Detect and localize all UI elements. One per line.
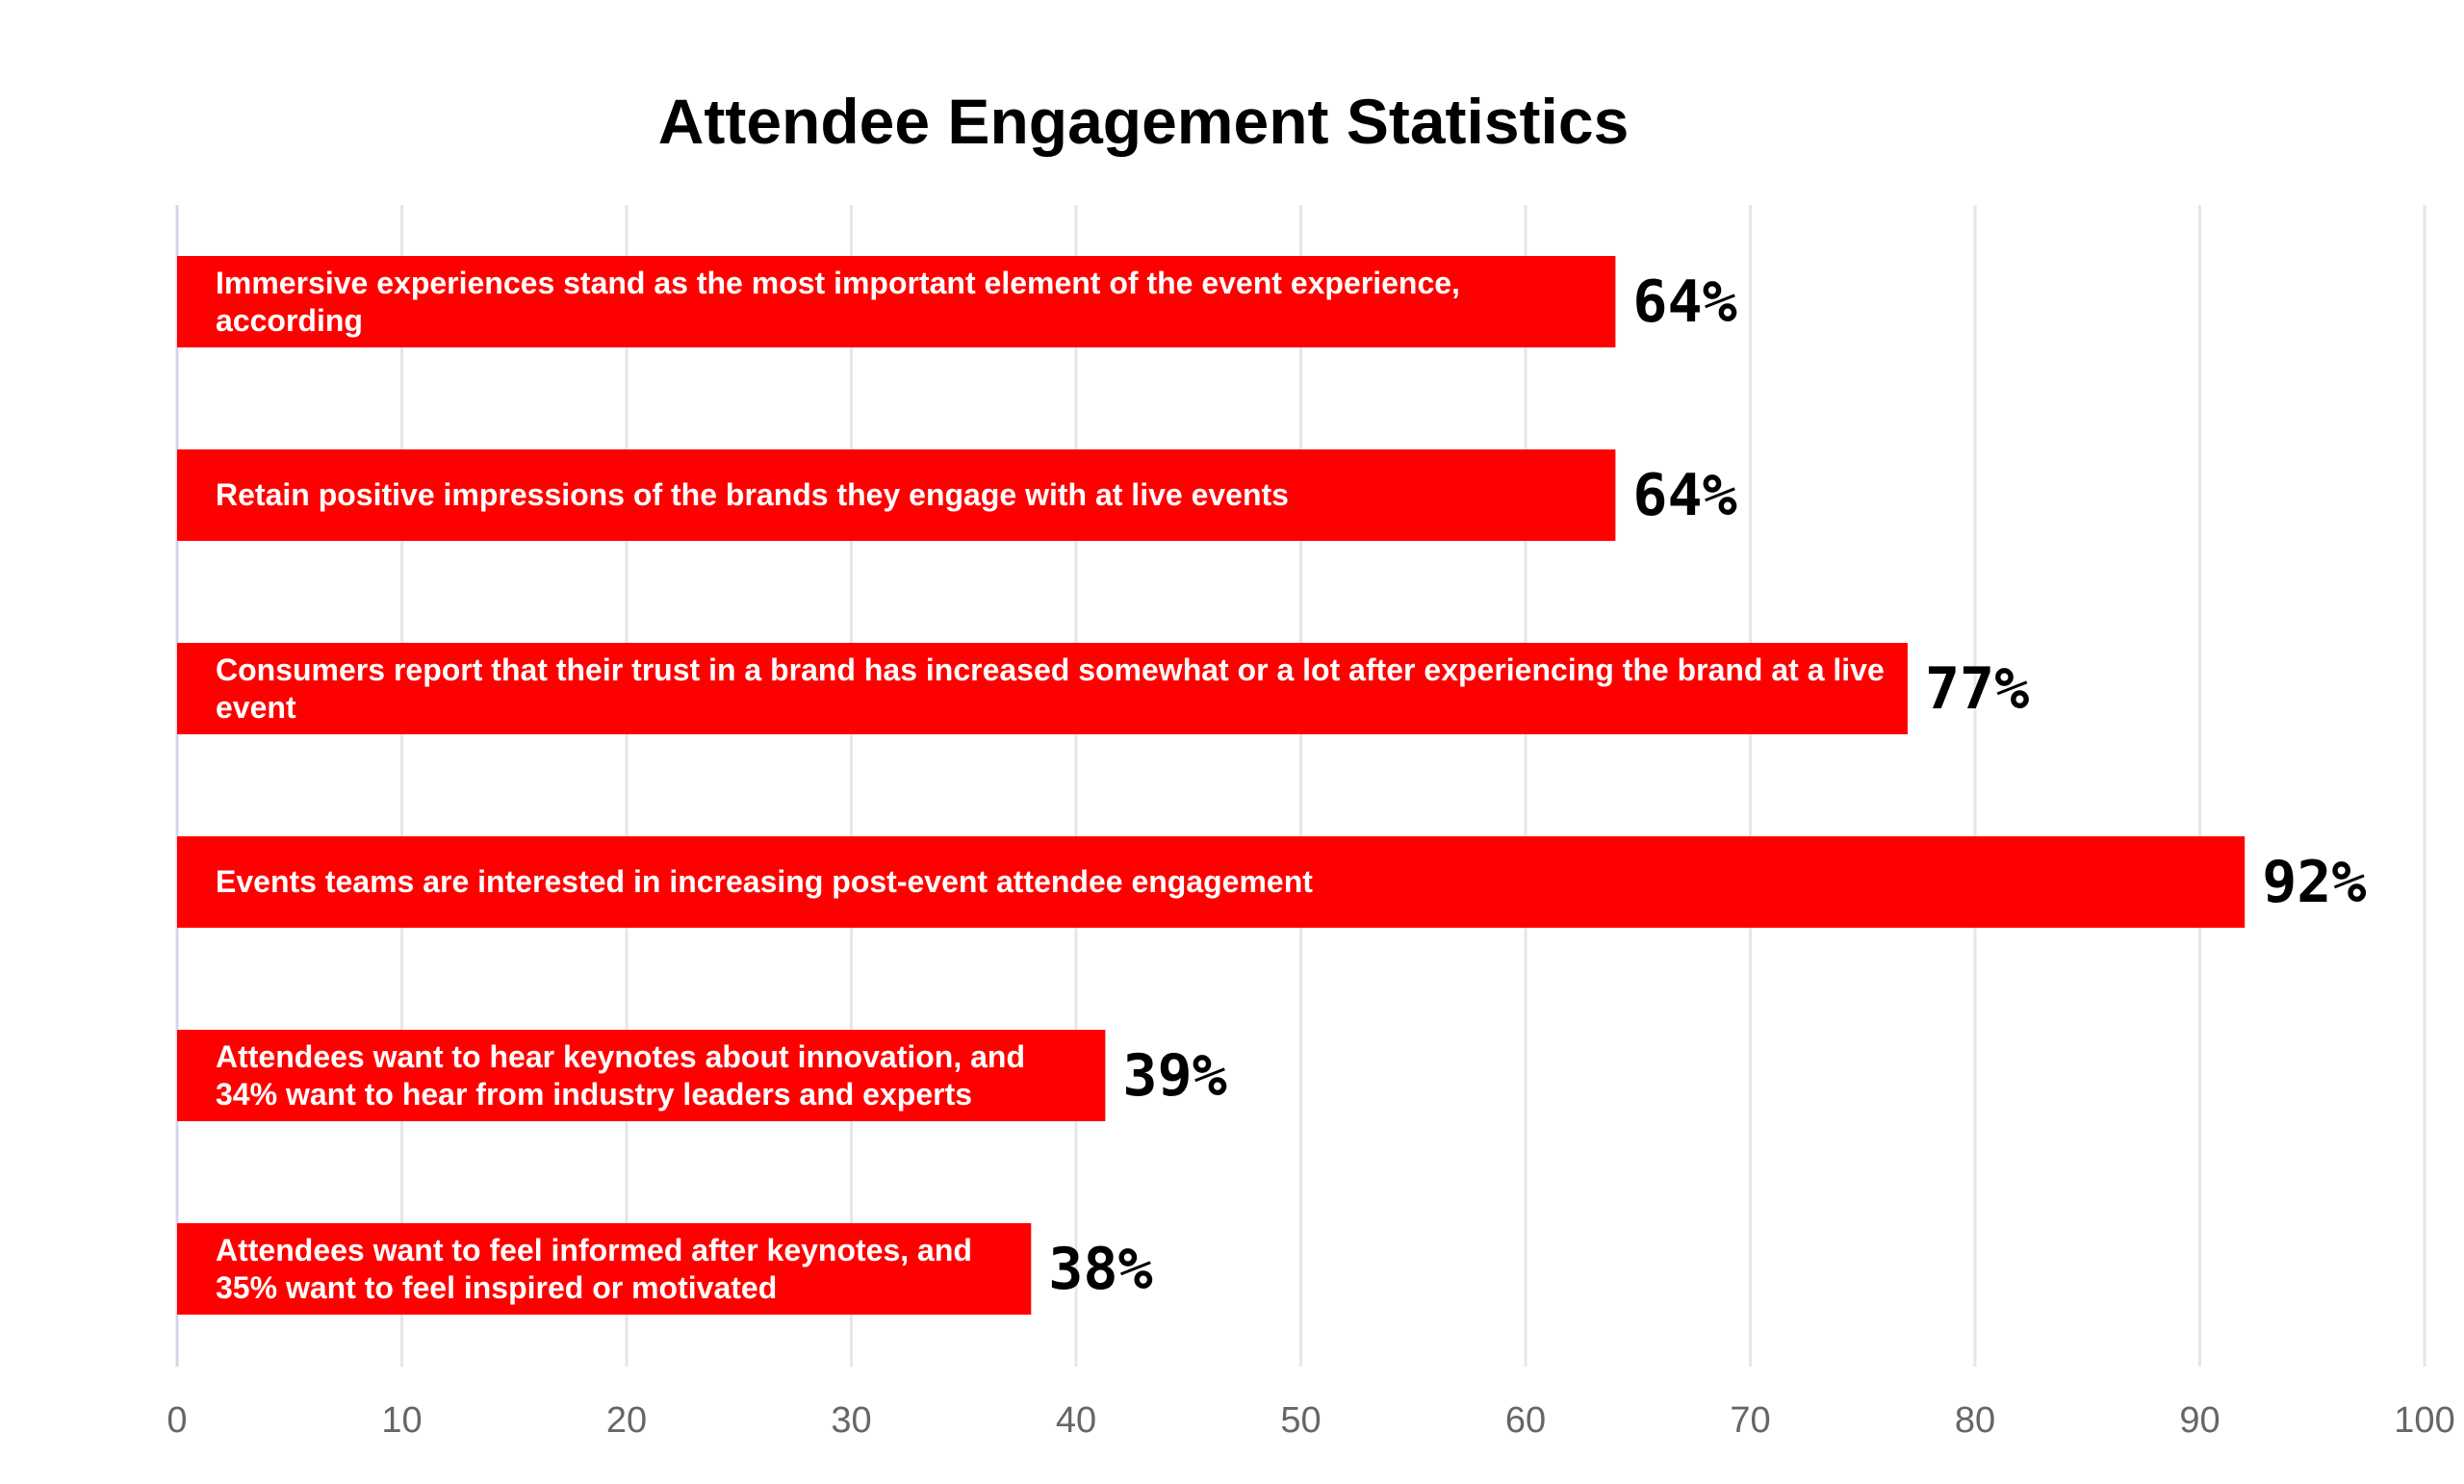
bar-category-label: Immersive experiences stand as the most … bbox=[216, 265, 1460, 338]
bar-category-label: Events teams are interested in increasin… bbox=[216, 864, 1313, 899]
bar bbox=[177, 256, 1616, 347]
bar-value-label: 64% bbox=[1632, 268, 1737, 336]
bar-value-label: 38% bbox=[1048, 1235, 1153, 1303]
bar-value-label: 92% bbox=[2262, 848, 2367, 916]
bar bbox=[177, 643, 1908, 734]
x-tick-label: 70 bbox=[1730, 1400, 1771, 1441]
x-tick-label: 80 bbox=[1954, 1400, 1996, 1441]
bar-value-label: 64% bbox=[1632, 461, 1737, 529]
x-tick-label: 30 bbox=[831, 1400, 872, 1441]
x-tick-label: 10 bbox=[381, 1400, 423, 1441]
bar-category-label: Retain positive impressions of the brand… bbox=[216, 477, 1289, 512]
x-tick-label: 40 bbox=[1055, 1400, 1097, 1441]
x-tick-label: 60 bbox=[1504, 1400, 1547, 1441]
bar bbox=[177, 449, 1616, 541]
x-tick-label: 100 bbox=[2394, 1400, 2455, 1441]
x-tick-label: 0 bbox=[167, 1400, 188, 1441]
bar-category-label: Attendees want to hear keynotes about in… bbox=[216, 1038, 1025, 1112]
chart-title: Attendee Engagement Statistics bbox=[657, 86, 1630, 157]
bar-category-label: Attendees want to feel informed after ke… bbox=[216, 1232, 972, 1305]
bar-value-label: 77% bbox=[1924, 654, 2030, 723]
x-tick-label: 20 bbox=[605, 1400, 648, 1441]
bar bbox=[177, 1223, 1032, 1315]
bar bbox=[177, 1030, 1106, 1121]
bar bbox=[177, 836, 2246, 928]
bar-category-label: Consumers report that their trust in a b… bbox=[216, 652, 1885, 725]
x-tick-label: 50 bbox=[1280, 1400, 1322, 1441]
bar-value-label: 39% bbox=[1122, 1041, 1227, 1110]
x-tick-label: 90 bbox=[2179, 1400, 2220, 1441]
